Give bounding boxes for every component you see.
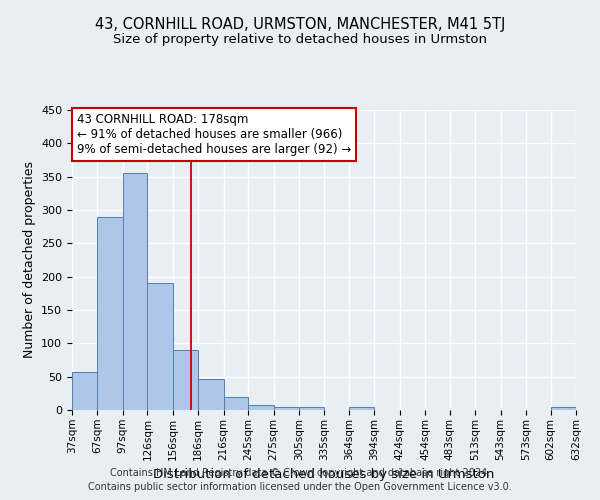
- Text: Contains HM Land Registry data © Crown copyright and database right 2024.: Contains HM Land Registry data © Crown c…: [110, 468, 490, 477]
- Bar: [349, 408, 374, 410]
- Bar: [299, 406, 325, 410]
- Bar: [97, 216, 123, 410]
- Bar: [173, 350, 198, 410]
- Bar: [123, 174, 148, 410]
- Bar: [248, 404, 274, 410]
- Bar: [148, 282, 173, 410]
- Bar: [274, 406, 299, 410]
- Text: Contains public sector information licensed under the Open Government Licence v3: Contains public sector information licen…: [88, 482, 512, 492]
- Bar: [72, 372, 97, 410]
- Y-axis label: Number of detached properties: Number of detached properties: [23, 162, 35, 358]
- X-axis label: Distribution of detached houses by size in Urmston: Distribution of detached houses by size …: [154, 468, 494, 481]
- Bar: [224, 398, 248, 410]
- Text: 43 CORNHILL ROAD: 178sqm
← 91% of detached houses are smaller (966)
9% of semi-d: 43 CORNHILL ROAD: 178sqm ← 91% of detach…: [77, 113, 351, 156]
- Bar: [198, 380, 224, 410]
- Bar: [551, 408, 576, 410]
- Text: Size of property relative to detached houses in Urmston: Size of property relative to detached ho…: [113, 32, 487, 46]
- Text: 43, CORNHILL ROAD, URMSTON, MANCHESTER, M41 5TJ: 43, CORNHILL ROAD, URMSTON, MANCHESTER, …: [95, 18, 505, 32]
